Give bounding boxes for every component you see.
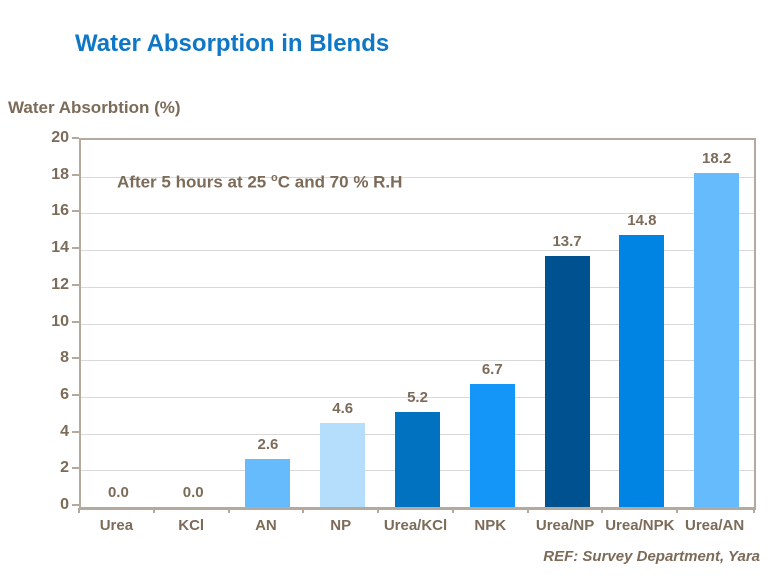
bar-value-label: 2.6: [257, 436, 279, 454]
x-tick-mark: [152, 508, 155, 513]
y-tick-label: 2: [60, 459, 69, 477]
bar-value-label: 18.2: [702, 150, 732, 168]
annotation-superscript: o: [271, 172, 278, 184]
x-axis-label: AN: [255, 517, 277, 534]
y-tick-mark: [72, 393, 79, 396]
y-tick-label: 16: [51, 202, 69, 220]
x-tick-mark: [451, 508, 454, 513]
bar-urea-an: [694, 173, 740, 507]
bar-an: [245, 459, 291, 507]
bar-value-label: 0.0: [107, 484, 129, 501]
x-axis-label: KCl: [178, 517, 205, 534]
y-tick-label: 8: [60, 349, 69, 367]
x-tick-mark: [227, 508, 230, 513]
bar-urea-npk: [619, 235, 665, 507]
y-tick-mark: [72, 357, 79, 360]
x-axis-label: Urea/NPK: [605, 517, 675, 534]
x-tick-mark: [601, 508, 604, 513]
plot-area: After 5 hours at 25 oC and 70 % R.H 0.0 0…: [79, 138, 756, 510]
gridline: [81, 286, 754, 288]
bar-npk: [469, 384, 515, 507]
x-axis-label: Urea/AN: [685, 517, 745, 534]
x-tick-mark: [753, 508, 755, 513]
chart-annotation: After 5 hours at 25 oC and 70 % R.H: [117, 172, 402, 193]
gridline: [81, 396, 754, 398]
y-tick-label: 14: [51, 239, 69, 257]
bar-value-label: 6.7: [481, 361, 503, 379]
x-tick-mark: [78, 508, 80, 513]
x-axis-label: Urea/NP: [535, 517, 595, 534]
y-tick-mark: [72, 504, 79, 506]
y-tick-label: 20: [51, 129, 69, 146]
x-tick-mark: [302, 508, 305, 513]
gridline: [81, 323, 754, 325]
y-tick-label: 0: [60, 496, 69, 513]
y-tick-mark: [72, 247, 79, 250]
gridline: [81, 176, 754, 178]
bar-np: [320, 422, 366, 507]
y-tick-label: 6: [60, 385, 69, 403]
bar-value-label: 14.8: [627, 212, 657, 230]
y-tick-mark: [72, 430, 79, 433]
bar-urea-kcl: [395, 411, 440, 507]
chart-title: Water Absorption in Blends: [75, 30, 390, 57]
y-tick-label: 12: [51, 275, 69, 293]
y-tick-mark: [72, 467, 79, 470]
bar-value-label: 4.6: [332, 399, 354, 417]
y-tick-label: 10: [51, 312, 69, 330]
bar-value-label: 5.2: [407, 388, 428, 406]
bar-urea-np: [544, 255, 590, 507]
x-tick-mark: [676, 508, 679, 513]
x-axis-label: NPK: [474, 517, 507, 534]
gridline: [81, 360, 754, 362]
y-tick-mark: [72, 210, 79, 213]
y-tick-label: 4: [60, 422, 69, 440]
gridline: [81, 250, 754, 252]
x-tick-mark: [377, 508, 380, 513]
reference-note: REF: Survey Department, Yara: [543, 548, 760, 565]
x-tick-mark: [526, 508, 529, 513]
x-axis-label: NP: [330, 517, 352, 534]
annotation-text-suffix: C and 70 % R.H: [277, 172, 403, 192]
bar-value-label: 13.7: [552, 232, 582, 250]
y-tick-mark: [72, 137, 79, 139]
x-axis-label: Urea: [99, 517, 134, 534]
y-tick-label: 18: [51, 165, 69, 183]
y-tick-mark: [72, 320, 79, 323]
y-tick-mark: [72, 173, 79, 176]
x-axis-label: Urea/KCl: [383, 517, 448, 534]
gridline: [81, 213, 754, 215]
bar-value-label: 0.0: [182, 484, 204, 501]
y-axis-title: Water Absorbtion (%): [8, 98, 181, 117]
y-tick-mark: [72, 283, 79, 286]
annotation-text: After 5 hours at 25: [117, 172, 271, 192]
